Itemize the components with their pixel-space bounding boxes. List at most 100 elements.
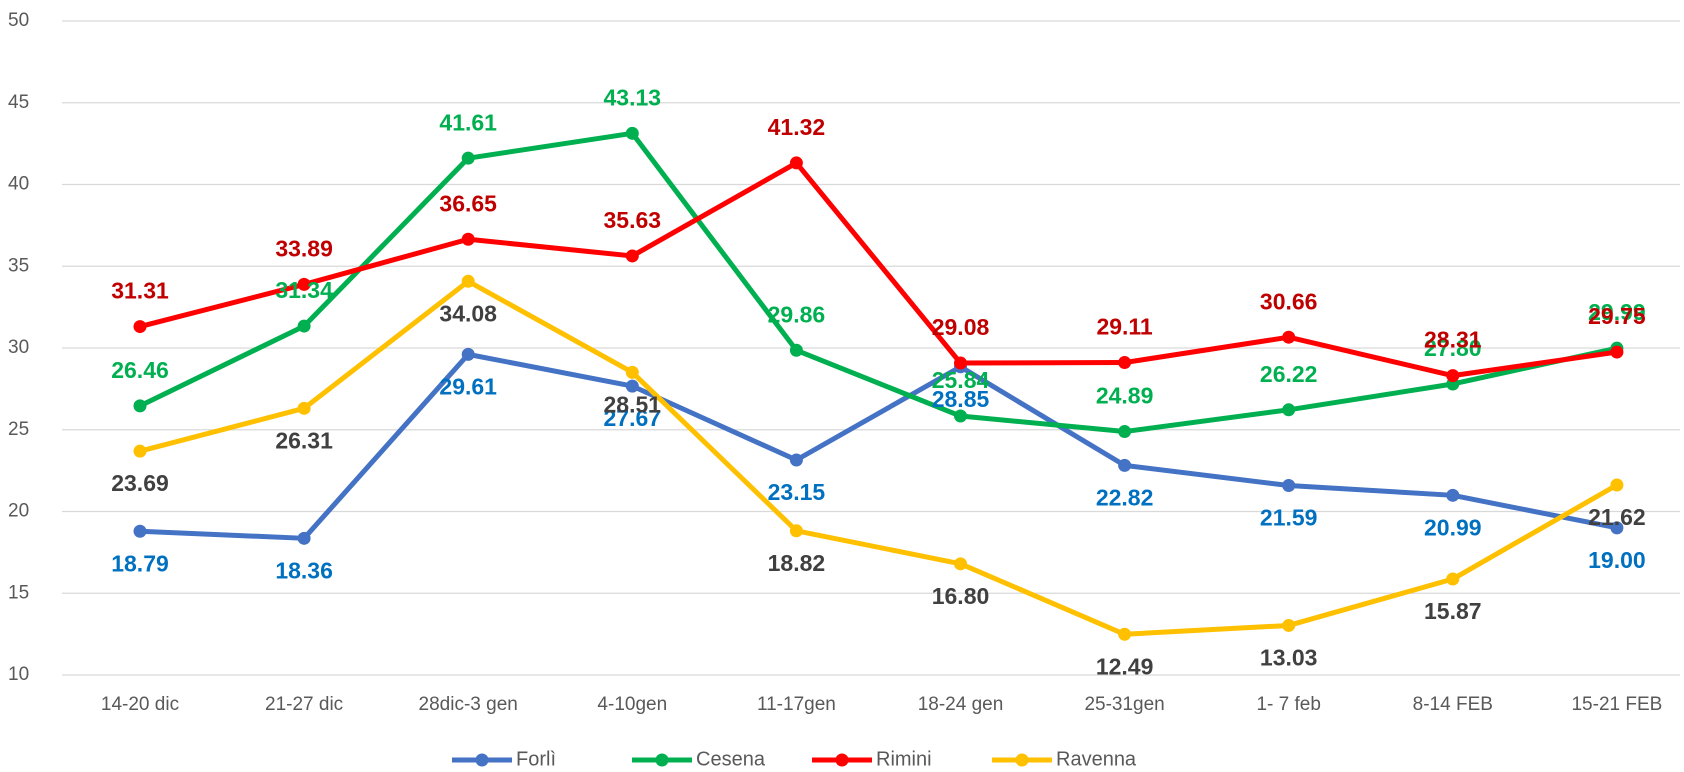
value-label: 26.31 [275, 427, 333, 453]
data-point [954, 409, 967, 423]
value-label: 30.66 [1260, 288, 1318, 314]
value-label: 29.61 [439, 373, 497, 399]
value-label: 31.34 [275, 277, 333, 303]
data-point [461, 151, 475, 165]
value-label: 34.08 [439, 300, 497, 326]
legend-marker [475, 753, 489, 767]
value-label: 16.80 [932, 583, 990, 609]
value-label: 29.75 [1588, 303, 1646, 329]
data-point [133, 444, 147, 458]
value-label: 15.87 [1424, 598, 1482, 624]
value-label: 41.61 [439, 109, 497, 135]
y-tick-label: 30 [8, 337, 29, 358]
data-point [1610, 478, 1624, 492]
value-label: 24.89 [1096, 383, 1154, 409]
value-label: 36.65 [439, 190, 497, 216]
value-label: 12.49 [1096, 653, 1154, 679]
x-tick-label: 21-27 dic [265, 694, 343, 715]
value-label: 26.46 [111, 357, 169, 383]
value-label: 22.82 [1096, 484, 1154, 510]
value-label: 21.59 [1260, 505, 1318, 531]
data-point [789, 343, 803, 357]
data-point [625, 379, 639, 393]
legend-label: Ravenna [1056, 748, 1137, 770]
y-tick-label: 40 [8, 174, 29, 195]
series-line [139, 351, 1618, 541]
series-line [138, 130, 1618, 435]
value-label: 27.67 [604, 405, 662, 431]
value-label: 13.03 [1260, 645, 1318, 671]
data-point [461, 274, 475, 288]
data-point [297, 319, 311, 333]
x-tick-label: 18-24 gen [918, 694, 1004, 715]
data-point [789, 453, 803, 467]
legend-label: Rimini [876, 748, 932, 770]
data-point [1282, 479, 1296, 493]
data-point [1118, 627, 1132, 641]
value-label: 33.89 [275, 235, 333, 261]
y-tick-label: 15 [8, 582, 29, 603]
y-tick-label: 45 [8, 92, 29, 113]
data-point [625, 126, 639, 140]
x-tick-label: 4-10gen [597, 694, 667, 715]
data-point [1282, 330, 1296, 344]
value-label: 18.79 [111, 550, 169, 576]
data-point [297, 531, 311, 545]
data-point [297, 401, 311, 415]
data-point [954, 557, 967, 571]
x-tick-label: 11-17gen [757, 694, 836, 715]
data-point [789, 524, 803, 538]
data-point [1446, 369, 1460, 383]
value-label: 27.80 [1424, 335, 1482, 361]
value-label: 28.51 [604, 391, 662, 417]
value-label: 28.31 [1424, 327, 1482, 353]
legend-label: Cesena [696, 748, 766, 770]
value-label: 29.11 [1096, 314, 1152, 340]
y-tick-label: 50 [8, 10, 29, 31]
data-point [625, 365, 639, 379]
y-tick-label: 20 [8, 501, 29, 522]
value-label: 31.31 [111, 278, 169, 304]
value-label: 23.69 [111, 470, 169, 496]
legend-label: Forlì [516, 748, 556, 770]
value-label: 43.13 [604, 84, 662, 110]
y-tick-label: 35 [8, 255, 29, 276]
value-label: 28.85 [932, 386, 990, 412]
data-point [297, 277, 311, 291]
x-tick-label: 1- 7 feb [1256, 694, 1320, 715]
data-point [1446, 488, 1460, 502]
x-tick-label: 14-20 dic [101, 694, 179, 715]
data-point [1118, 356, 1132, 370]
data-point [461, 347, 475, 361]
data-point [625, 249, 639, 263]
x-tick-label: 8-14 FEB [1413, 694, 1493, 715]
value-label: 29.99 [1588, 299, 1646, 325]
x-tick-label: 25-31gen [1084, 694, 1164, 715]
value-label: 25.84 [932, 367, 990, 393]
value-label: 18.82 [768, 550, 826, 576]
value-label: 18.36 [275, 557, 333, 583]
value-label: 26.22 [1260, 361, 1318, 387]
data-point [1282, 618, 1296, 632]
data-point [133, 320, 147, 334]
value-label: 20.99 [1424, 514, 1482, 540]
series-line [139, 160, 1618, 379]
data-point [1282, 403, 1296, 417]
legend-marker [1015, 753, 1029, 767]
legend-marker [835, 753, 849, 767]
value-label: 29.08 [932, 314, 990, 340]
data-point [133, 524, 147, 538]
y-tick-label: 10 [8, 664, 29, 685]
data-point [461, 232, 475, 246]
value-label: 41.32 [768, 114, 826, 140]
value-label: 29.86 [768, 301, 826, 327]
data-point [1446, 572, 1460, 586]
value-label: 23.15 [768, 479, 826, 505]
legend-marker [655, 753, 669, 767]
data-point [133, 399, 147, 413]
series-line [139, 278, 1619, 637]
value-label: 19.00 [1588, 547, 1646, 573]
data-point [1118, 425, 1132, 439]
data-point [1610, 345, 1624, 359]
